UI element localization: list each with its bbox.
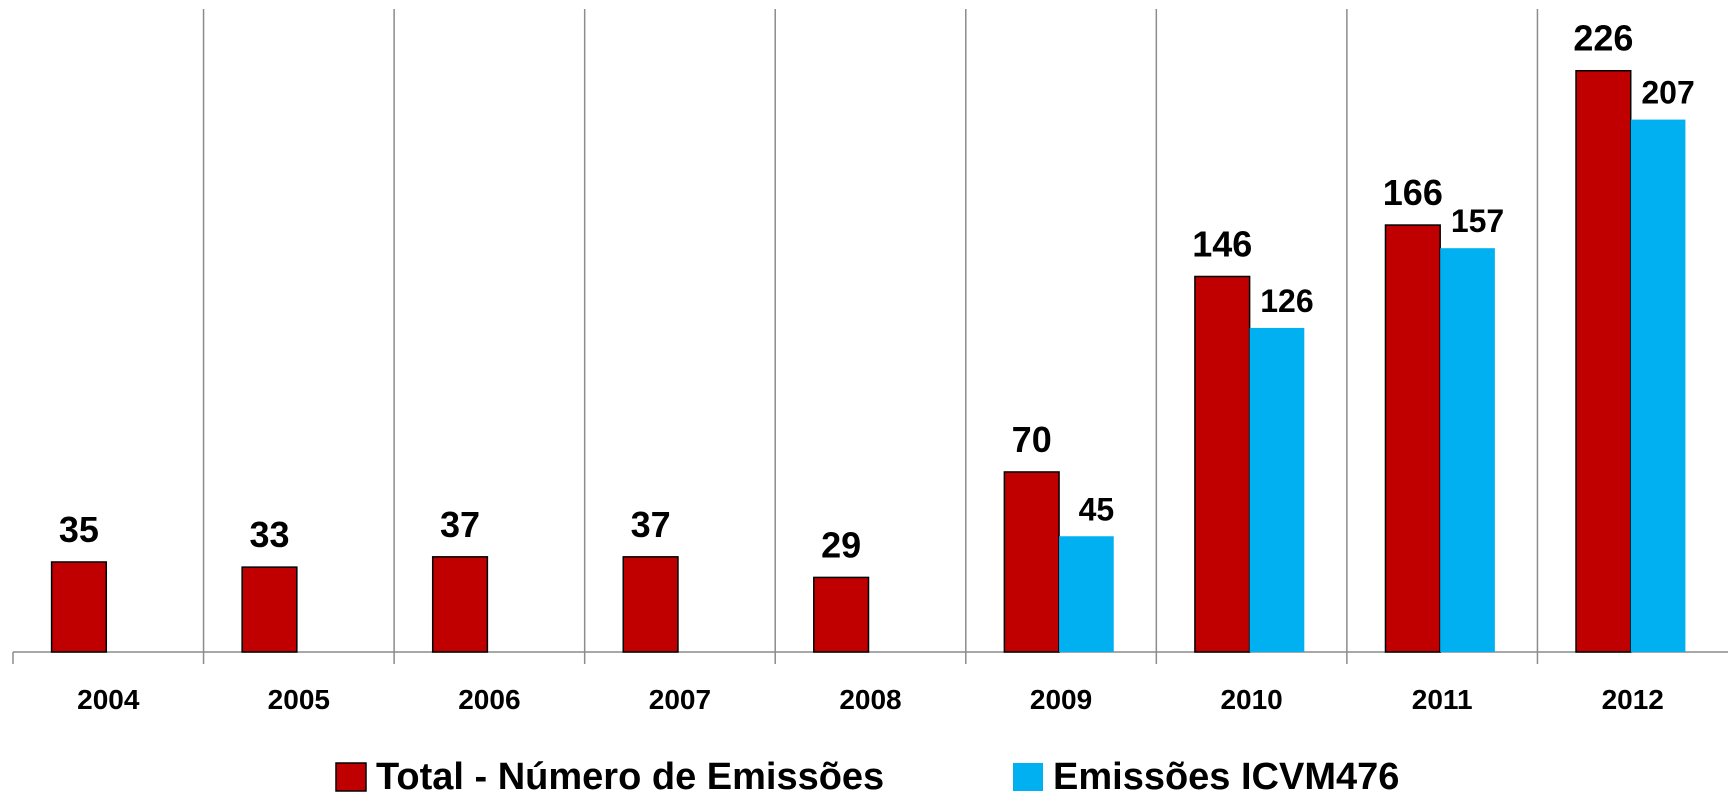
data-label: 126 xyxy=(1260,283,1313,319)
bar xyxy=(1194,275,1251,653)
bar xyxy=(1249,327,1305,652)
x-tick-label: 2007 xyxy=(649,684,711,715)
data-label: 157 xyxy=(1451,203,1504,239)
legend-swatch xyxy=(335,762,367,792)
data-label: 29 xyxy=(821,524,861,565)
x-tick-label: 2010 xyxy=(1220,684,1282,715)
bar xyxy=(1440,248,1495,653)
x-tick-label: 2011 xyxy=(1412,684,1473,715)
data-label: 226 xyxy=(1573,18,1633,59)
legend-swatch xyxy=(1013,763,1043,791)
bar xyxy=(241,566,298,653)
bar xyxy=(1575,69,1632,653)
data-label: 33 xyxy=(249,514,289,555)
x-tick-label: 2004 xyxy=(77,684,140,715)
x-tick-label: 2006 xyxy=(458,684,520,715)
bar xyxy=(50,561,108,653)
bar xyxy=(1003,471,1060,653)
x-tick-label: 2008 xyxy=(839,684,901,715)
data-label: 37 xyxy=(631,504,671,545)
x-tick-label: 2009 xyxy=(1030,684,1092,715)
data-label: 166 xyxy=(1383,172,1443,213)
bar xyxy=(1059,536,1114,652)
bar xyxy=(813,576,870,653)
data-label: 37 xyxy=(440,504,480,545)
bar xyxy=(1384,224,1441,653)
legend-label: Total - Número de Emissões xyxy=(376,756,884,793)
bar xyxy=(622,556,679,653)
data-label: 45 xyxy=(1079,491,1115,527)
data-label: 35 xyxy=(59,509,99,550)
legend-label: Emissões ICVM476 xyxy=(1053,756,1399,793)
bar xyxy=(431,556,489,653)
x-tick-label: 2012 xyxy=(1602,684,1664,715)
data-label: 146 xyxy=(1192,223,1252,264)
x-tick-label: 2005 xyxy=(268,684,330,715)
bar xyxy=(1630,119,1686,652)
data-label: 207 xyxy=(1641,75,1694,111)
data-label: 70 xyxy=(1012,419,1052,460)
